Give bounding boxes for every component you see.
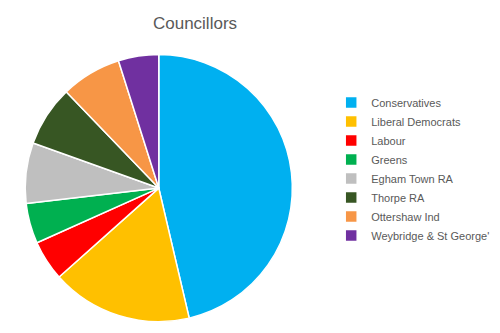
svg-text:Councillors: Councillors <box>153 14 237 33</box>
svg-text:Liberal Democrats: Liberal Democrats <box>371 116 461 128</box>
svg-text:Labour: Labour <box>371 135 406 147</box>
svg-text:Egham Town RA: Egham Town RA <box>371 173 453 185</box>
svg-text:Weybridge & St George': Weybridge & St George' <box>371 230 489 242</box>
svg-text:Ottershaw Ind: Ottershaw Ind <box>371 211 439 223</box>
svg-text:Thorpe RA: Thorpe RA <box>371 192 425 204</box>
svg-text:Greens: Greens <box>371 154 408 166</box>
svg-text:Conservatives: Conservatives <box>371 97 441 109</box>
